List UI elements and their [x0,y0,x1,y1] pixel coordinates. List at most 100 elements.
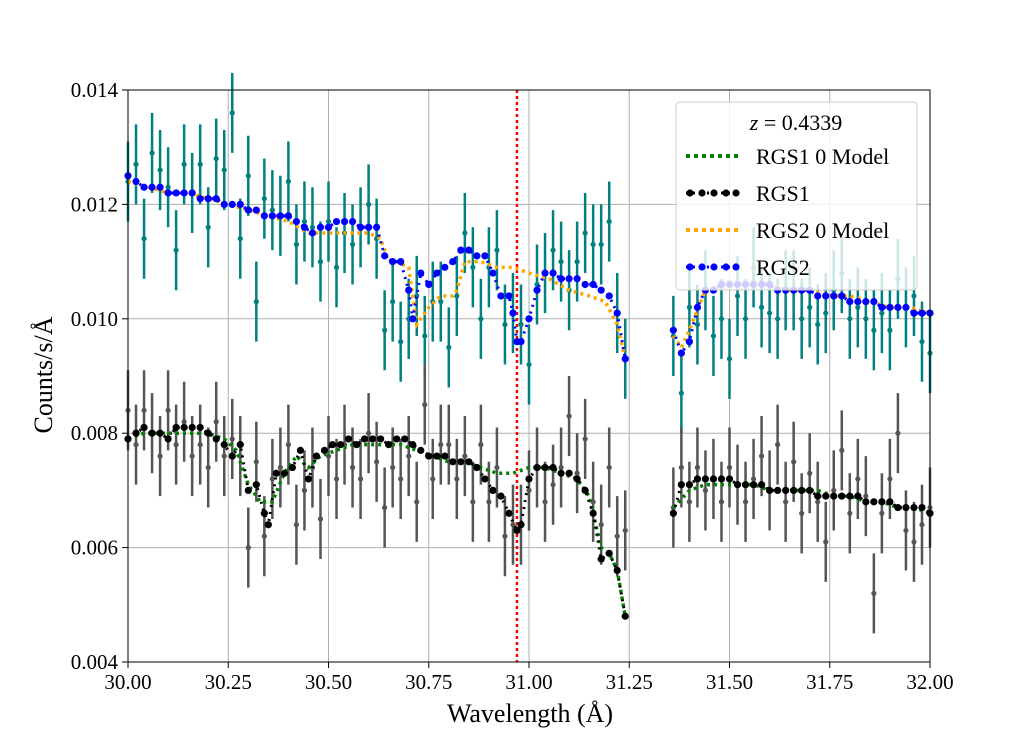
legend-swatch-point [732,263,740,271]
data-point [871,327,877,333]
fit-point [597,286,605,294]
fit-point [886,498,894,506]
data-point [895,430,901,436]
data-point [470,264,476,270]
data-point [430,476,436,482]
data-point [574,259,580,265]
data-point [349,241,356,248]
fit-point [324,223,333,231]
data-point [598,241,604,248]
data-point [173,247,179,253]
fit-point [465,246,473,254]
legend-title: z = 0.4339 [749,110,842,135]
fit-point [385,441,393,449]
data-point [742,316,749,322]
fit-point [509,309,517,317]
fit-point [156,183,164,191]
fit-point [164,435,172,443]
data-point [301,487,308,493]
fit-point [425,452,433,460]
fit-point [373,223,381,231]
data-point [133,161,139,167]
data-point [606,218,612,225]
fit-point [180,189,188,197]
data-point [799,510,805,516]
data-point [887,476,893,482]
data-point [446,344,452,350]
data-point [839,447,845,453]
fit-point [894,503,902,512]
x-tick-label: 31.75 [806,670,853,694]
fit-point [870,498,878,506]
fit-point [605,549,613,557]
fit-point [316,223,325,231]
fit-point [565,275,573,283]
data-point [213,419,219,425]
data-point [518,321,524,328]
data-point [374,459,380,465]
data-point [574,470,580,476]
data-point [325,218,332,225]
data-point [807,304,813,310]
fit-point [260,212,268,220]
data-point [414,499,420,505]
fit-point [757,481,766,489]
data-point [694,464,701,471]
fit-point [465,458,473,466]
fit-point [188,189,196,197]
fit-point [597,555,605,563]
fit-point [854,492,862,500]
data-point [887,327,893,333]
fit-point [902,303,910,311]
data-point [382,504,388,511]
fit-point [741,481,750,489]
data-point [366,201,372,207]
fit-point [433,269,441,277]
fit-point [505,292,513,300]
fit-point [822,492,830,500]
data-point [157,453,163,459]
legend-label: RGS2 [756,255,810,280]
legend-swatch-point [698,189,706,197]
fit-point [505,509,513,517]
data-point [205,224,211,230]
data-point [494,464,500,471]
fit-point [782,486,790,494]
data-point [261,533,267,539]
fit-point [457,458,465,466]
data-point [245,173,251,179]
fit-point [276,212,284,220]
fit-point [304,475,313,483]
data-point [357,476,364,482]
data-point [422,402,428,408]
data-point [502,321,508,328]
data-point [566,413,572,419]
fit-point [441,452,449,460]
y-tick-label: 0.006 [71,536,118,560]
data-point [742,499,749,505]
data-point [398,339,404,345]
fit-point [228,200,236,208]
fit-point [292,217,301,226]
fit-point [481,252,489,260]
data-point [470,499,476,505]
fit-point [417,446,425,454]
data-point [293,241,300,248]
fit-point [204,429,212,437]
legend-swatch-point [722,189,730,197]
model-line [127,179,627,360]
data-point [847,316,853,322]
fit-point [525,315,533,323]
fit-point [393,435,401,443]
fit-point [140,183,148,191]
data-point [919,522,925,528]
fit-point [497,492,505,500]
data-point [758,453,765,459]
legend-label: RGS1 0 Model [756,144,889,169]
fit-point [196,195,204,203]
fit-point [701,475,710,483]
fit-point [846,298,854,306]
data-point [807,470,813,476]
data-point [598,522,604,528]
fit-point [212,195,220,203]
